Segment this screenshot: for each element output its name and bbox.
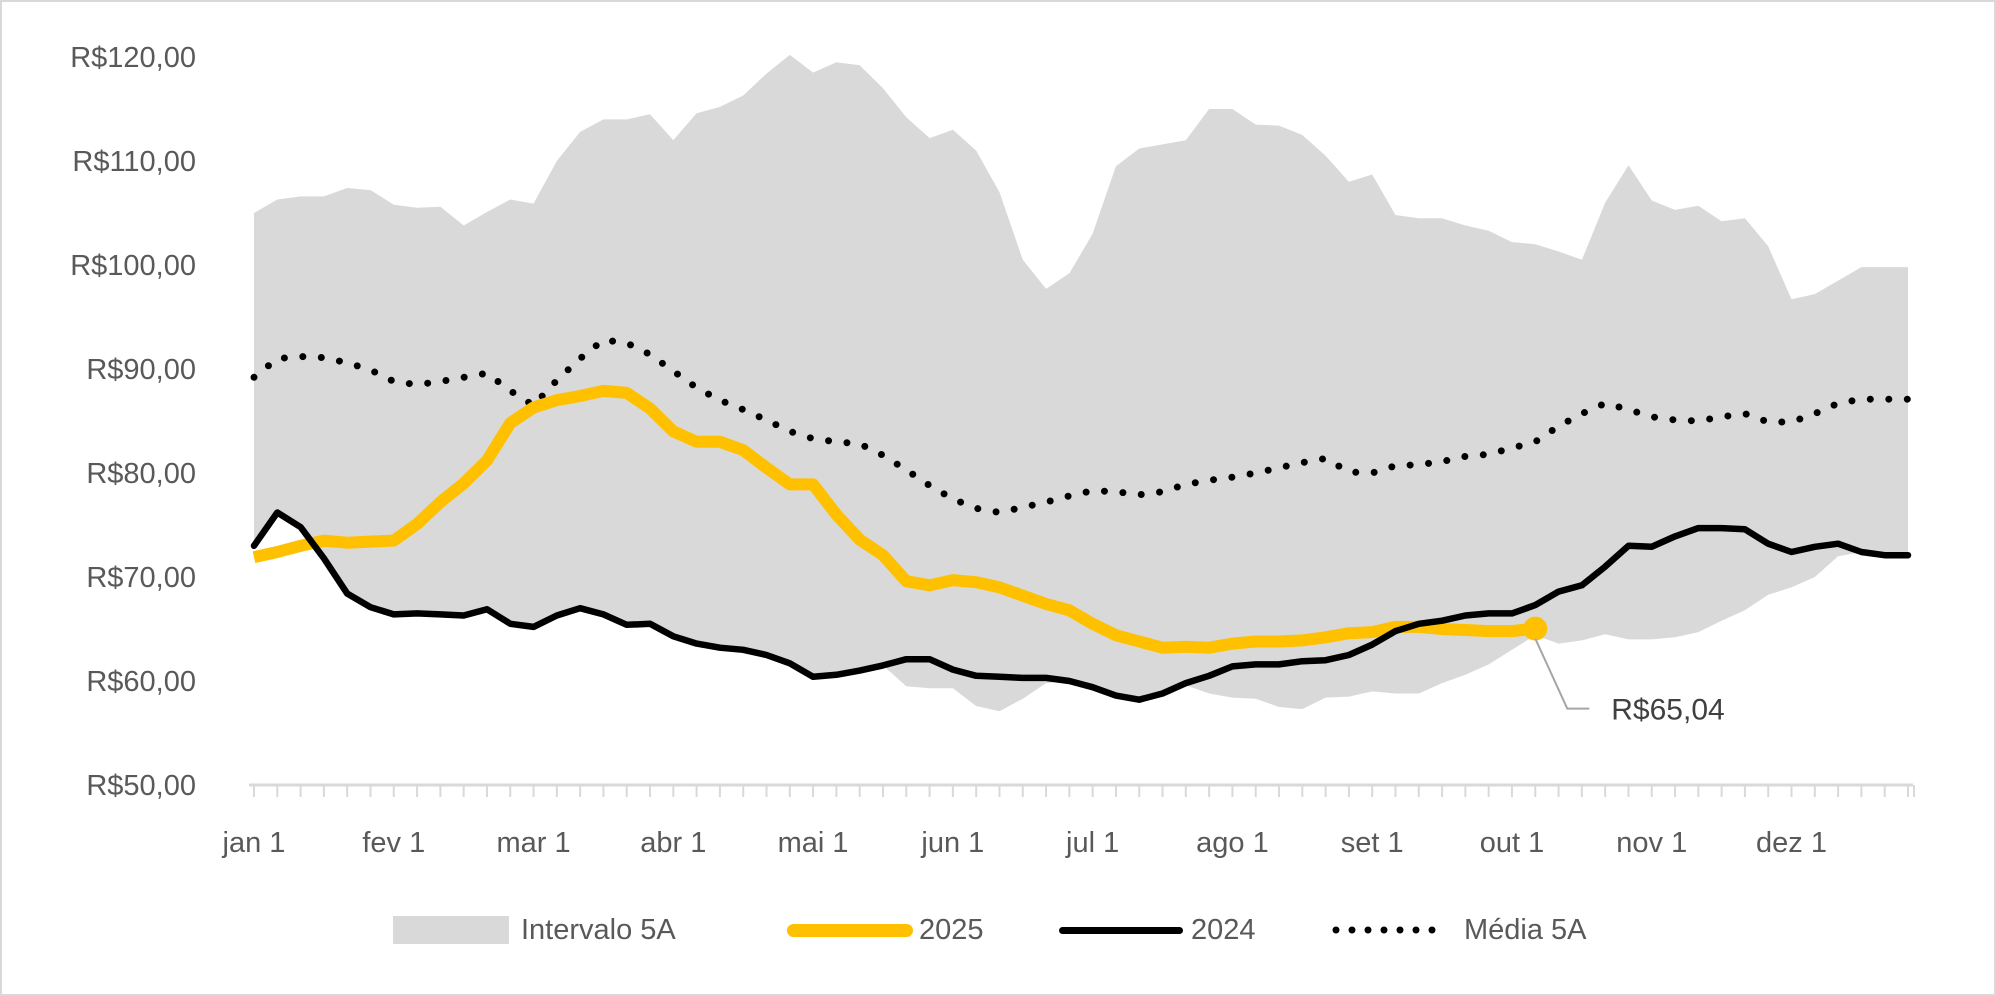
- series-2025-last-point: [1523, 616, 1548, 641]
- legend-label-band: Intervalo 5A: [521, 913, 676, 946]
- y-tick-label: R$110,00: [72, 146, 196, 178]
- x-tick-label: dez 1: [1756, 827, 1827, 859]
- legend-item-2024: 2024: [1059, 910, 1256, 950]
- y-tick-label: R$80,00: [86, 458, 196, 490]
- legend-swatch-2025: [787, 923, 913, 937]
- legend-swatch-band: [393, 916, 509, 944]
- band-area-intervalo-5a: [254, 54, 1908, 712]
- series-line-2024: [250, 509, 1912, 703]
- y-tick-label: R$100,00: [70, 250, 196, 282]
- y-tick-label: R$50,00: [86, 770, 196, 802]
- chart-legend: Intervalo 5A 2025 2024 Média 5A: [2, 910, 1994, 950]
- x-tick-label: out 1: [1480, 827, 1545, 859]
- legend-label-2025: 2025: [919, 913, 984, 946]
- x-tick-label: mai 1: [778, 827, 849, 859]
- series-line-2025: [252, 384, 1536, 654]
- x-tick-label: jan 1: [222, 827, 286, 859]
- legend-item-2025: 2025: [787, 910, 984, 950]
- y-tick-label: R$70,00: [86, 562, 196, 594]
- x-tick-label: abr 1: [640, 827, 706, 859]
- x-tick-label: nov 1: [1616, 827, 1687, 859]
- legend-label-2024: 2024: [1191, 913, 1256, 946]
- legend-item-band: Intervalo 5A: [393, 910, 676, 950]
- y-tick-label: R$120,00: [70, 42, 196, 74]
- x-tick-label: jul 1: [1065, 827, 1119, 859]
- annotation-leader-line: [1534, 638, 1590, 710]
- legend-swatch-media: [1332, 926, 1450, 934]
- legend-item-media: Média 5A: [1332, 910, 1587, 950]
- x-tick-label: fev 1: [362, 827, 425, 859]
- legend-swatch-2024: [1059, 926, 1183, 934]
- x-tick-label: set 1: [1341, 827, 1404, 859]
- x-tick-label: ago 1: [1196, 827, 1269, 859]
- legend-label-media: Média 5A: [1464, 913, 1587, 946]
- x-tick-label: mar 1: [496, 827, 570, 859]
- y-tick-label: R$60,00: [86, 666, 196, 698]
- y-tick-label: R$90,00: [86, 354, 196, 386]
- annotation-last-value: R$65,04: [1611, 694, 1724, 727]
- x-tick-label: jun 1: [920, 827, 984, 859]
